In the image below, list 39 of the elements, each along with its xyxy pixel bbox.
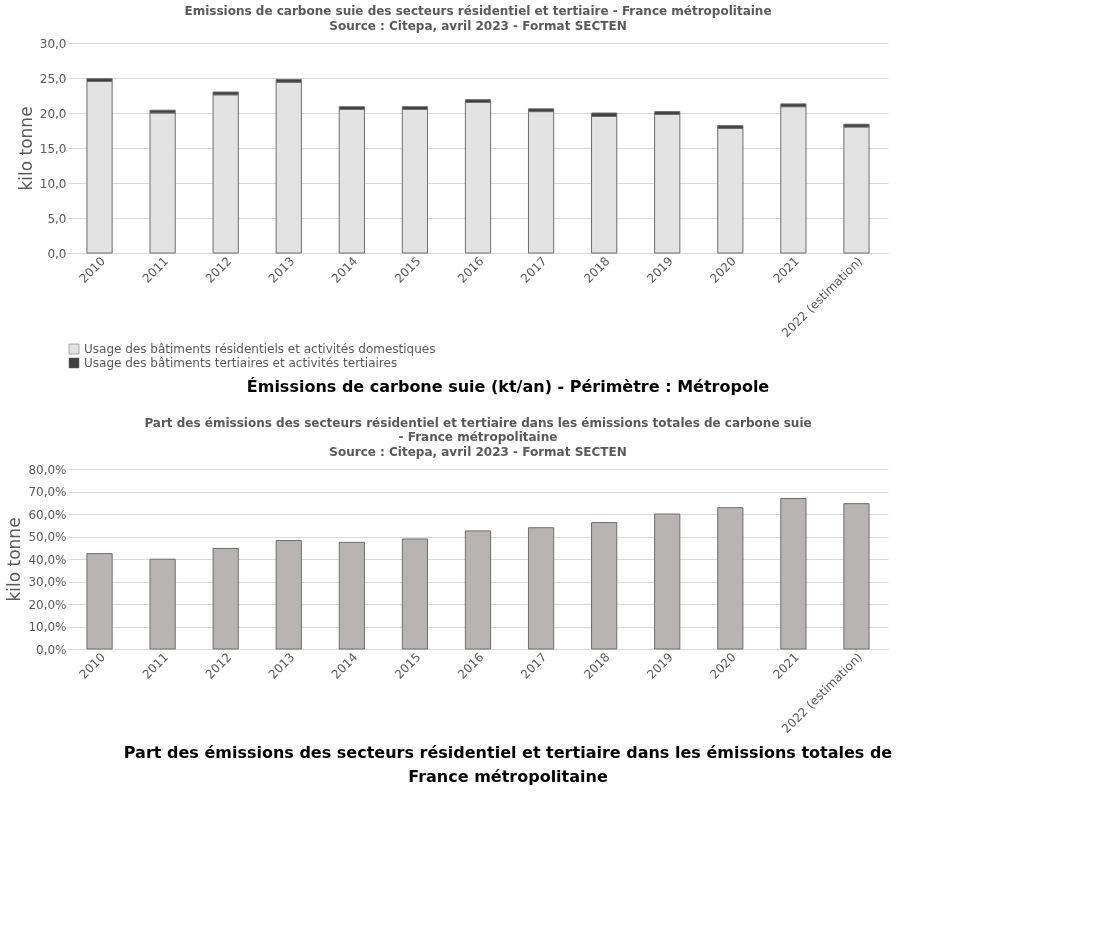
bar [86, 553, 113, 650]
chart-title: Part des émissions des secteurs résidentiel et tertiaire dans les émissions totales de carbone suie - France métropolitaine [144, 416, 812, 444]
text: Émissions de carbone suie (kt/an) - Périmètre : Métropole [246, 377, 770, 396]
y-tick-label: 10,0 [39, 176, 67, 191]
chart-title: Emissions de carbone suie des secteurs résidentiel et tertiaire - France métropolitaine [184, 4, 772, 18]
chart-subtitle: Source : Citepa, avril 2023 - Format SECTEN [329, 445, 627, 459]
y-axis-title: kilo tonne [15, 106, 36, 191]
y-tick-label: 25,0 [39, 71, 67, 86]
y-tick-label: 20,0 [39, 106, 67, 121]
legend-label: Usage des bâtiments résidentiels et activités domestiques [84, 342, 436, 356]
bar [591, 522, 618, 650]
text: Part des émissions des secteurs résidentiel et tertiaire dans les émissions totales de France métropolitaine [123, 743, 893, 786]
y-tick-label: 5,0 [47, 211, 67, 226]
y-tick-label: 30,0% [28, 575, 67, 589]
chart-subtitle: Source : Citepa, avril 2023 - Format SECTEN [329, 19, 627, 33]
bar [717, 507, 744, 650]
y-tick-label: 70,0% [28, 485, 67, 499]
y-axis-title: kilo tonne [4, 517, 25, 602]
y-tick-label: 0,0 [47, 246, 67, 261]
y-tick-label: 0,0% [36, 642, 67, 657]
bar [149, 558, 176, 650]
bar [527, 527, 555, 650]
y-tick-label: 10,0% [28, 620, 67, 634]
y-tick-label: 20,0% [28, 597, 67, 612]
y-tick-label: 60,0% [28, 507, 67, 522]
y-tick-label: 15,0 [39, 141, 67, 156]
bar [464, 530, 492, 650]
bar [338, 541, 365, 650]
y-tick-label: 80,0% [28, 462, 67, 477]
y-tick-label: 40,0% [28, 552, 67, 567]
legend-label: Usage des bâtiments tertiaires et activités tertiaires [84, 356, 398, 370]
bar [275, 540, 302, 650]
y-tick-label: 30,0 [39, 36, 67, 51]
bar [654, 513, 681, 650]
bar [212, 547, 239, 650]
y-tick-label: 50,0% [28, 530, 67, 544]
bar [843, 503, 870, 650]
bar [780, 497, 807, 650]
bar [401, 538, 429, 650]
